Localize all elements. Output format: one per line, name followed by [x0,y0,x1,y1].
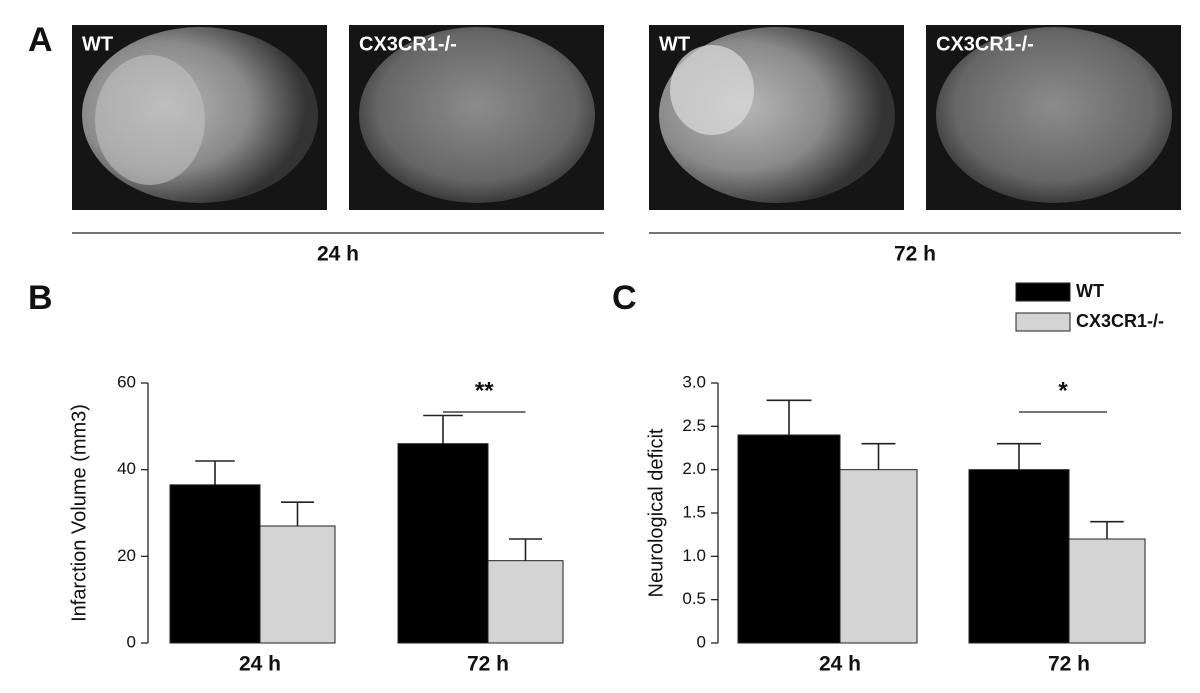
bar [487,560,564,644]
time-label: 24 h [317,243,359,266]
y-tick-label: 0 [697,632,706,651]
y-axis-label: Infarction Volume (mm3) [68,404,90,622]
panel-label: B [28,279,53,317]
y-tick-label: 60 [117,372,136,391]
mri-image: WT [649,25,904,210]
image-label: WT [659,33,690,55]
panel-label: A [28,21,53,59]
y-tick-label: 3.0 [682,372,706,391]
image-label: WT [82,33,113,55]
x-tick-label: 72 h [1048,653,1090,676]
legend-swatch [1015,312,1071,332]
bar [737,434,841,644]
time-label: 72 h [894,243,936,266]
mri-image: WT [72,25,327,210]
y-tick-label: 40 [117,459,136,478]
x-tick-label: 24 h [239,653,281,676]
y-tick-label: 2.0 [682,459,706,478]
y-tick-label: 1.0 [682,546,706,565]
y-tick-label: 1.5 [682,502,706,521]
image-label: CX3CR1-/- [936,33,1034,55]
bar [259,525,336,644]
x-tick-label: 72 h [467,653,509,676]
x-tick-label: 24 h [819,653,861,676]
y-tick-label: 0 [127,632,136,651]
y-tick-label: 2.5 [682,416,706,435]
panel-label: C [612,279,637,317]
image-label: CX3CR1-/- [359,33,457,55]
legend-swatch [1015,282,1071,302]
y-axis-label: Neurological deficit [645,428,667,597]
bar [397,443,489,644]
mri-image: CX3CR1-/- [926,25,1181,210]
bar [169,484,261,644]
significance-label: ** [475,377,494,404]
bar [968,469,1070,644]
legend-label: CX3CR1-/- [1076,311,1164,331]
y-tick-label: 0.5 [682,589,706,608]
significance-label: * [1058,377,1068,404]
mri-image: CX3CR1-/- [349,25,604,210]
bar [839,469,918,644]
legend-label: WT [1076,281,1104,301]
bar [1068,538,1146,644]
y-tick-label: 20 [117,546,136,565]
